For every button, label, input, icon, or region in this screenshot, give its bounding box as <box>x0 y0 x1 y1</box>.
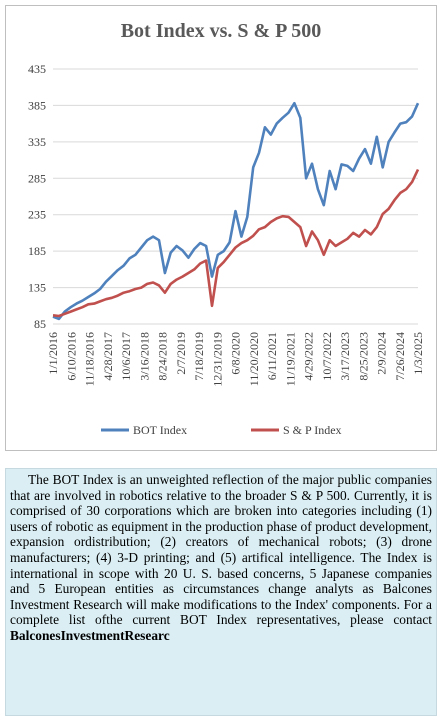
chart-title: Bot Index vs. S & P 500 <box>120 20 322 42</box>
x-tick-label: 8/24/2018 <box>156 332 170 381</box>
x-tick-label: 6/8/2020 <box>229 332 243 375</box>
y-tick-label: 135 <box>28 281 46 295</box>
series-lines <box>52 101 420 321</box>
description-text: The BOT Index is an unweighted reflectio… <box>10 472 432 644</box>
series-line-sp-index <box>52 168 420 318</box>
grid-lines <box>53 68 418 325</box>
x-tick-label: 4/28/2017 <box>101 332 115 381</box>
description-box: The BOT Index is an unweighted reflectio… <box>5 468 437 716</box>
legend-label: S & P Index <box>283 423 342 437</box>
x-tick-label: 10/6/2017 <box>119 332 133 381</box>
description-body: The BOT Index is an unweighted reflectio… <box>10 472 432 628</box>
legend: BOT Index S & P Index <box>101 423 342 437</box>
x-tick-labels: 1/1/2016 6/10/2016 11/18/2016 4/28/2017 10/6… <box>46 332 425 387</box>
y-tick-label: 335 <box>28 135 46 149</box>
y-tick-label: 235 <box>28 208 46 222</box>
chart-plot: 85 135 185 235 285 335 385 435 1/1/2016 6/10/201… <box>28 62 425 437</box>
x-tick-label: 3/16/2018 <box>137 332 151 381</box>
y-tick-label: 435 <box>28 62 46 76</box>
x-tick-label: 12/31/2019 <box>210 332 224 387</box>
x-tick-label: 3/17/2023 <box>338 332 352 381</box>
x-tick-label: 11/20/2020 <box>247 332 261 386</box>
y-tick-label: 285 <box>28 171 46 185</box>
series-line-bot-index <box>52 101 420 321</box>
y-tick-label: 385 <box>28 98 46 112</box>
x-tick-label: 2/7/2019 <box>174 332 188 375</box>
chart-frame: Bot Index vs. S & P 500 85 135 185 235 285 33… <box>5 5 437 451</box>
x-tick-label: 11/19/2021 <box>283 332 297 386</box>
x-tick-label: 8/25/2023 <box>356 332 370 381</box>
x-tick-label: 11/18/2016 <box>83 332 97 386</box>
contact-name: BalconesInvestmentResearc <box>10 627 170 643</box>
x-tick-label: 1/1/2016 <box>46 332 60 375</box>
x-tick-label: 7/18/2019 <box>192 332 206 381</box>
x-tick-label: 2/9/2024 <box>375 332 389 375</box>
x-tick-label: 4/29/2022 <box>302 332 316 381</box>
legend-label: BOT Index <box>133 423 187 437</box>
y-tick-labels: 85 135 185 235 285 335 385 435 <box>28 62 46 331</box>
x-tick-label: 6/10/2016 <box>64 332 78 381</box>
y-tick-label: 85 <box>34 317 46 331</box>
x-tick-label: 10/7/2022 <box>320 332 334 381</box>
x-tick-label: 7/26/2024 <box>393 332 407 381</box>
x-tick-label: 1/3/2025 <box>411 332 425 375</box>
x-tick-label: 6/11/2021 <box>265 332 279 380</box>
y-tick-label: 185 <box>28 244 46 258</box>
